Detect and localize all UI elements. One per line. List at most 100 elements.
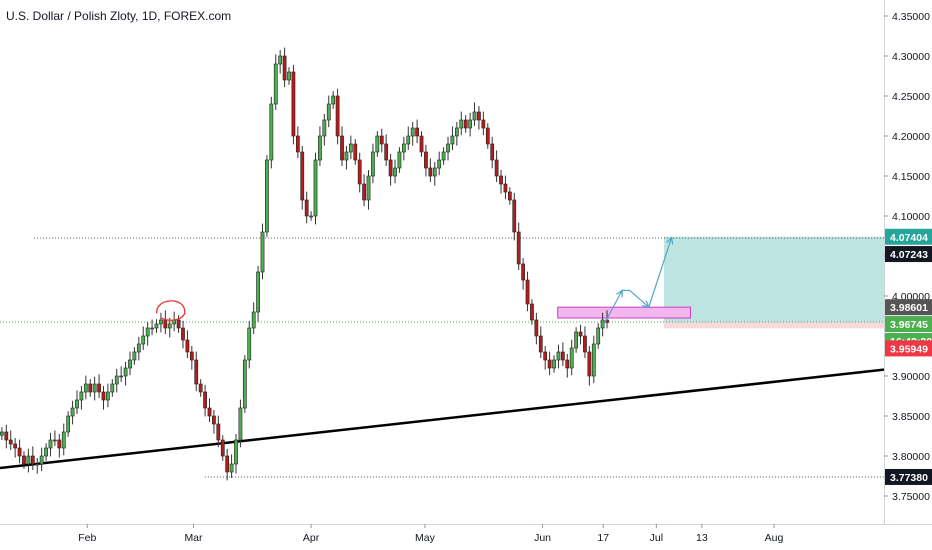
candle-body: [220, 439, 225, 457]
candle: [468, 112, 472, 137]
candle-body: [326, 103, 331, 121]
candle-body: [4, 431, 9, 441]
candle: [477, 106, 481, 130]
candle-body: [291, 71, 296, 137]
candle: [106, 383, 110, 408]
candle-body: [39, 455, 44, 465]
candle-body: [70, 407, 75, 417]
x-tick-label: Jun: [534, 532, 551, 544]
candle: [591, 335, 596, 384]
candle: [159, 312, 163, 333]
candle-body: [150, 327, 154, 330]
candle-body: [194, 359, 199, 385]
candle: [494, 150, 499, 182]
candle: [525, 271, 530, 312]
candle-body: [22, 455, 26, 465]
candle: [75, 390, 79, 414]
candle-body: [318, 135, 322, 161]
candle: [534, 312, 539, 345]
candle-body: [410, 127, 415, 137]
candle-body: [587, 351, 592, 377]
candle-body: [388, 159, 393, 177]
price-badge-bg: [885, 299, 932, 316]
candle: [322, 114, 327, 146]
candle-body: [53, 439, 57, 442]
candle: [234, 434, 238, 474]
candle-body: [331, 95, 336, 105]
candle-body: [145, 327, 150, 337]
candle: [507, 187, 512, 205]
candle: [172, 311, 177, 332]
candle-body: [340, 135, 344, 161]
candle-body: [335, 95, 340, 137]
candle: [8, 430, 13, 450]
candle: [583, 326, 587, 358]
candle-body: [225, 455, 230, 473]
candle: [326, 95, 331, 128]
candle: [66, 411, 71, 437]
candle: [304, 191, 309, 224]
candle: [552, 355, 556, 373]
candle-body: [393, 167, 397, 177]
price-badge-bg: [885, 246, 932, 263]
trendline-layer: [0, 368, 885, 470]
candle-body: [516, 231, 521, 265]
candle-body: [141, 335, 146, 345]
candle: [79, 386, 84, 410]
candle-body: [234, 439, 238, 465]
position-zones: [557, 236, 884, 329]
candle-body: [384, 143, 389, 161]
candle-body: [106, 391, 110, 401]
candle: [556, 344, 561, 369]
price-badge-bg: [885, 228, 932, 245]
candle-body: [295, 135, 300, 153]
candle: [110, 379, 115, 397]
candle-body: [273, 63, 278, 105]
candle: [198, 379, 203, 397]
candle: [366, 170, 371, 210]
y-tick-label: 4.20000: [892, 131, 930, 143]
candle-body: [543, 351, 548, 361]
candle-body: [185, 339, 190, 353]
candle: [547, 351, 552, 376]
y-tick-label: 3.90000: [892, 371, 930, 383]
candle-body: [57, 439, 62, 449]
candle-body: [66, 415, 71, 433]
price-badge: 3.77380: [885, 468, 932, 485]
candle-body: [282, 55, 287, 81]
candle: [578, 324, 583, 345]
candle-body: [547, 359, 552, 369]
candle: [212, 410, 216, 434]
candle: [242, 355, 247, 413]
candle-body: [48, 439, 53, 449]
candle-body: [247, 327, 252, 361]
candle-body: [101, 391, 106, 401]
candle-body: [357, 159, 362, 185]
candle-body: [0, 431, 4, 436]
candle-body: [401, 143, 406, 153]
candle: [176, 315, 181, 333]
candle: [348, 135, 353, 160]
candle: [485, 123, 490, 149]
y-tick-label: 4.35000: [892, 11, 930, 23]
candle-body: [79, 391, 84, 401]
candle: [371, 143, 375, 184]
candle-body: [468, 119, 472, 129]
candle-body: [61, 431, 66, 449]
candle-body: [406, 135, 411, 145]
candle-body: [565, 359, 570, 369]
candle-body: [181, 327, 185, 341]
candle-body: [596, 327, 601, 345]
y-tick-label: 4.25000: [892, 91, 930, 103]
candle-body: [428, 167, 433, 177]
support-trendline: [0, 368, 885, 470]
candle: [331, 91, 336, 109]
candle-body: [97, 383, 101, 393]
candle-body: [459, 119, 464, 129]
candle: [335, 88, 340, 145]
candle-body: [88, 383, 93, 393]
candle-body: [123, 367, 128, 377]
candle: [454, 122, 459, 146]
candle: [596, 323, 601, 349]
